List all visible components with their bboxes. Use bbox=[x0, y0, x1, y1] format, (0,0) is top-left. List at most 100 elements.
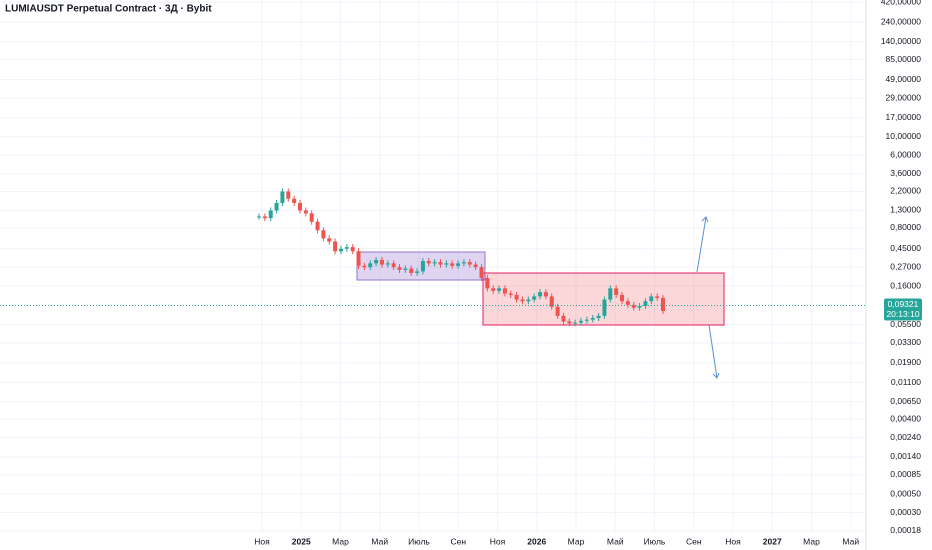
candle-body bbox=[321, 230, 326, 239]
candle-body bbox=[596, 315, 601, 318]
candle-body bbox=[526, 299, 531, 302]
candle-body bbox=[268, 210, 273, 219]
candle-body bbox=[625, 301, 630, 305]
candle-body bbox=[543, 292, 548, 297]
x-tick-label: Мар bbox=[568, 536, 585, 546]
candle-body bbox=[608, 288, 613, 300]
x-tick-label: Ноя bbox=[490, 536, 506, 546]
candle-body bbox=[479, 267, 484, 278]
y-tick-label: 0,00400 bbox=[890, 413, 921, 423]
candle-body bbox=[409, 268, 414, 273]
candle-body bbox=[438, 262, 443, 265]
candle-body bbox=[497, 288, 502, 291]
candle-body bbox=[485, 277, 490, 289]
candle-body bbox=[532, 296, 537, 300]
y-tick-label: 0,00085 bbox=[890, 469, 921, 479]
candle-body bbox=[555, 306, 560, 316]
candle-body bbox=[356, 251, 361, 266]
candle-body bbox=[385, 263, 390, 265]
candle-body bbox=[579, 320, 584, 323]
y-tick-label: 0,01100 bbox=[891, 377, 921, 387]
y-tick-label: 240,00000 bbox=[881, 16, 921, 26]
x-tick-label: Май bbox=[371, 536, 388, 546]
candle-body bbox=[520, 299, 525, 302]
x-tick-label: 2027 bbox=[763, 536, 782, 546]
x-tick-label: Сен bbox=[450, 536, 466, 546]
y-tick-label: 49,00000 bbox=[886, 74, 922, 84]
candle-body bbox=[461, 262, 466, 264]
arrow bbox=[696, 216, 720, 379]
candle-body bbox=[257, 216, 261, 218]
candle-body bbox=[374, 259, 379, 264]
y-tick-label: 85,00000 bbox=[886, 54, 922, 64]
candle-body bbox=[397, 267, 402, 270]
price-tag bbox=[884, 298, 922, 321]
y-tick-label: 6,00000 bbox=[890, 150, 921, 160]
candle-body bbox=[426, 261, 431, 264]
candle-body bbox=[344, 247, 349, 249]
candle-body bbox=[303, 210, 308, 214]
candle-body bbox=[444, 263, 449, 265]
candle-body bbox=[567, 321, 572, 324]
y-tick-label: 0,16000 bbox=[890, 280, 921, 290]
y-tick-label: 0,00650 bbox=[890, 396, 921, 406]
candle-body bbox=[514, 294, 519, 300]
y-tick-label: 140,00000 bbox=[881, 36, 921, 46]
candle-body bbox=[602, 299, 607, 316]
y-tick-label: 0,00030 bbox=[890, 507, 921, 517]
candle-body bbox=[309, 213, 314, 222]
candle-body bbox=[379, 259, 384, 265]
candle-body bbox=[649, 296, 654, 302]
candle-body bbox=[297, 202, 302, 211]
x-tick-label: Сен bbox=[686, 536, 702, 546]
candle-body bbox=[590, 317, 595, 320]
candle-body bbox=[327, 238, 332, 242]
x-tick-label: Мар bbox=[332, 536, 349, 546]
range-box bbox=[482, 272, 725, 326]
candle-body bbox=[456, 263, 461, 266]
candle-body bbox=[631, 304, 636, 308]
y-tick-label: 0,45000 bbox=[890, 243, 921, 253]
candle-body bbox=[350, 247, 355, 252]
candle-body bbox=[584, 319, 589, 321]
y-tick-label: 3,60000 bbox=[890, 168, 921, 178]
candle-body bbox=[368, 263, 373, 268]
y-tick-label: 0,00240 bbox=[890, 432, 921, 442]
x-tick-label: Ноя bbox=[725, 536, 741, 546]
countdown: 20:13:10 bbox=[886, 309, 919, 319]
y-tick-label: 10,00000 bbox=[886, 131, 922, 141]
candle-body bbox=[538, 292, 543, 297]
candle-body bbox=[450, 263, 455, 266]
price-label: 0,09321 bbox=[888, 299, 919, 309]
candle-body bbox=[643, 301, 648, 306]
y-tick-label: 1,30000 bbox=[890, 205, 921, 215]
candle-body bbox=[467, 262, 472, 265]
y-tick-label: 0,00018 bbox=[890, 525, 921, 535]
candle-body bbox=[637, 305, 642, 308]
x-tick-label: Ноя bbox=[254, 536, 270, 546]
grid bbox=[0, 0, 866, 532]
y-tick-label: 420,00000 bbox=[881, 0, 921, 6]
candle-body bbox=[561, 315, 566, 322]
candle-body bbox=[660, 297, 665, 312]
y-tick-label: 0,05500 bbox=[890, 319, 921, 329]
y-tick-label: 2,20000 bbox=[890, 186, 921, 196]
x-tick-label: Июль bbox=[644, 536, 666, 546]
y-tick-label: 17,00000 bbox=[886, 112, 922, 122]
y-tick-label: 0,27000 bbox=[890, 261, 921, 271]
chart-title: LUMIAUSDT Perpetual Contract · 3Д · Bybi… bbox=[5, 4, 212, 15]
x-tick-label: 2025 bbox=[292, 536, 311, 546]
x-tick-label: Июль bbox=[408, 536, 430, 546]
candle-body bbox=[286, 191, 291, 199]
candle-body bbox=[338, 248, 343, 252]
x-tick-label: Май bbox=[607, 536, 624, 546]
candle-body bbox=[262, 216, 267, 219]
candle-body bbox=[502, 288, 507, 294]
candle-body bbox=[420, 261, 425, 272]
x-tick-label: 2026 bbox=[527, 536, 546, 546]
candle-body bbox=[391, 263, 396, 268]
candle-body bbox=[274, 202, 279, 211]
candle-body bbox=[403, 268, 408, 270]
